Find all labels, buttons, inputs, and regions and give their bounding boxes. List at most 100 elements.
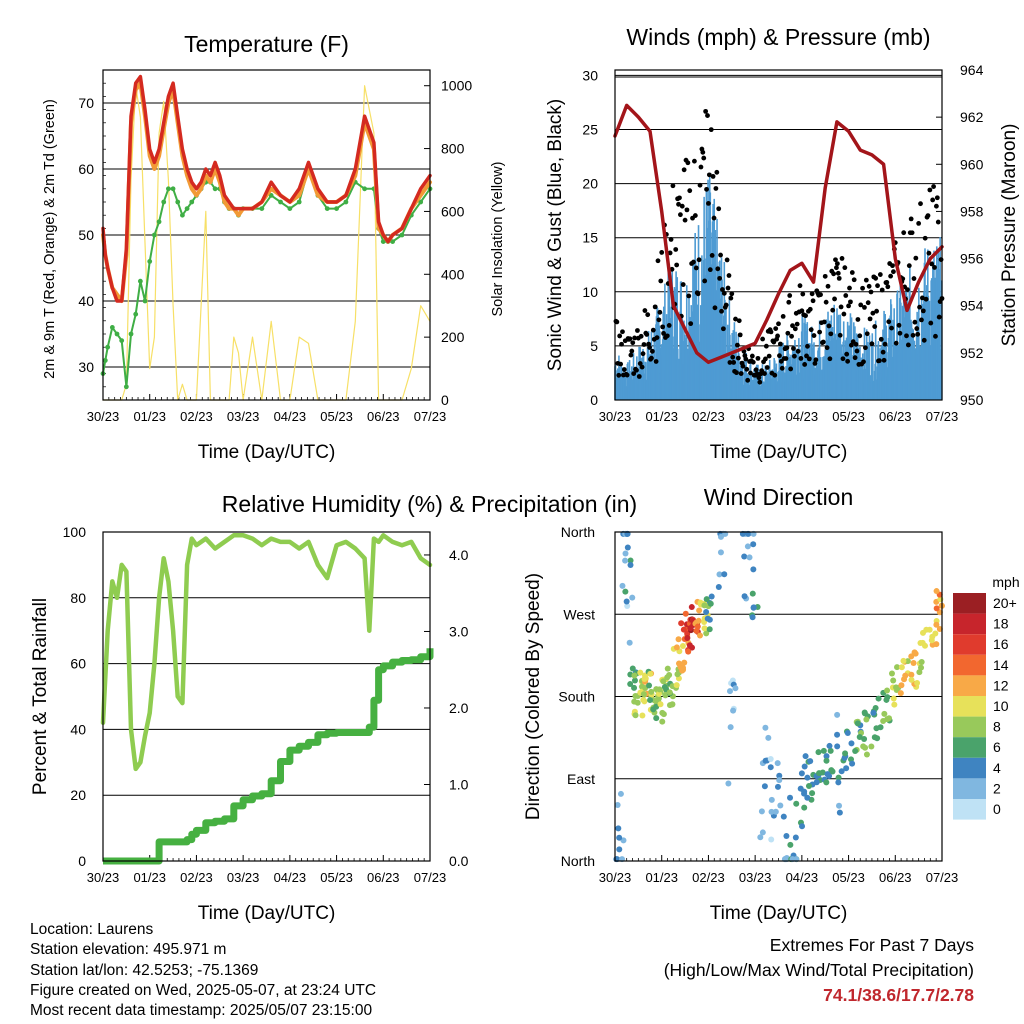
- y2-tick-label: 956: [960, 251, 984, 267]
- point-wind-direction: [725, 780, 732, 787]
- panel-title: Winds (mph) & Pressure (mb): [626, 24, 930, 50]
- point-wind-direction: [632, 712, 639, 719]
- extremes-subtitle: (High/Low/Max Wind/Total Precipitation): [663, 960, 974, 980]
- point-gust: [627, 336, 633, 342]
- point-gust: [904, 333, 909, 339]
- x-tick-label: 03/23: [739, 870, 772, 885]
- point-wind-direction: [843, 765, 850, 772]
- point-gust: [925, 213, 931, 219]
- point-wind-direction: [787, 841, 794, 848]
- point-gust: [818, 292, 823, 298]
- point-gust: [639, 364, 645, 370]
- point-gust: [678, 212, 683, 218]
- y2-tick-label: 952: [960, 345, 984, 361]
- point-wind-direction: [656, 686, 663, 693]
- point-wind-direction: [619, 582, 626, 589]
- point-wind-direction: [637, 669, 644, 676]
- point-wind-direction: [666, 689, 673, 696]
- point-wind-direction: [881, 710, 888, 717]
- point-gust: [734, 370, 739, 376]
- point-gust: [923, 296, 929, 302]
- point-gust: [614, 319, 620, 325]
- point-wind-direction: [838, 768, 845, 775]
- point-gust: [865, 300, 871, 306]
- point-gust: [755, 355, 761, 361]
- point-wind-direction: [744, 543, 751, 550]
- point-gust: [858, 302, 864, 308]
- point-gust: [661, 330, 666, 336]
- point-gust: [825, 283, 831, 289]
- y2-tick-label: 964: [960, 62, 984, 78]
- point-wind-direction: [703, 608, 710, 615]
- y2-tick-label: 1000: [441, 78, 472, 94]
- point-gust: [735, 355, 741, 361]
- point-gust: [848, 299, 853, 305]
- x-tick-label: 04/23: [786, 870, 819, 885]
- point-gust: [710, 174, 716, 179]
- point-wind-direction: [854, 720, 861, 727]
- point-gust: [679, 203, 685, 209]
- x-tick-label: 30/23: [599, 409, 632, 424]
- point-gust: [779, 365, 785, 371]
- point-gust: [783, 356, 789, 361]
- x-axis-label: Time (Day/UTC): [198, 442, 336, 463]
- point-gust: [785, 330, 791, 336]
- point-gust: [811, 333, 817, 338]
- point-gust: [704, 186, 709, 192]
- series-pressure: [613, 103, 944, 365]
- point-gust: [933, 333, 938, 339]
- x-tick-label: 07/23: [926, 409, 959, 424]
- colorbar-tick-label: 4: [993, 760, 1001, 776]
- point-gust: [698, 164, 704, 170]
- point-gust: [882, 341, 888, 347]
- point-wind-direction: [706, 626, 713, 633]
- point-gust: [880, 349, 886, 355]
- point-wind-direction: [662, 691, 669, 698]
- point-wind-direction: [757, 834, 764, 841]
- y-tick-label: 20: [70, 787, 86, 803]
- point-gust: [929, 261, 935, 267]
- y2-tick-label: 2.0: [449, 700, 469, 716]
- y-tick-label: 0: [590, 392, 598, 408]
- point-gust: [840, 356, 846, 362]
- point-wind-direction: [768, 796, 775, 803]
- point-wind-direction: [620, 837, 627, 844]
- point-wind-direction: [762, 724, 769, 731]
- point-wind-direction: [717, 533, 724, 540]
- colorbar-label: mph: [992, 574, 1019, 590]
- point-wind-direction: [627, 561, 634, 568]
- point-gust: [740, 363, 746, 369]
- point-gust: [642, 308, 648, 313]
- point-gust: [911, 276, 917, 281]
- x-tick-label: 03/23: [227, 870, 260, 885]
- point-gust: [756, 375, 762, 381]
- point-gust: [721, 290, 727, 296]
- x-tick-label: 01/23: [645, 870, 678, 885]
- point-wind-direction: [900, 657, 907, 664]
- point-wind-direction: [680, 626, 687, 633]
- point-gust: [736, 318, 742, 324]
- point-gust: [730, 354, 736, 360]
- x-axis-label: Time (Day/UTC): [198, 903, 336, 924]
- point-gust: [896, 322, 902, 328]
- point-gust: [806, 356, 812, 362]
- colorbar-swatch: [953, 675, 986, 696]
- point-wind-direction: [632, 693, 639, 700]
- point-gust: [916, 221, 922, 226]
- point-gust: [847, 285, 852, 291]
- y2-tick-label: 200: [441, 329, 465, 345]
- point-wind-direction: [863, 716, 870, 723]
- point-wind-direction: [695, 617, 702, 624]
- y2-tick-label: 600: [441, 203, 465, 219]
- point-wind-direction: [681, 659, 688, 666]
- point-gust: [877, 358, 882, 364]
- point-wind-direction: [765, 734, 772, 741]
- point-wind-direction: [804, 794, 811, 801]
- series-total-rainfall: [103, 648, 434, 865]
- point-wind-direction: [888, 670, 895, 677]
- point-gust: [635, 328, 640, 333]
- point-gust: [666, 323, 672, 328]
- point-gust: [914, 326, 920, 331]
- point-gust: [748, 370, 753, 376]
- point-gust: [910, 332, 916, 338]
